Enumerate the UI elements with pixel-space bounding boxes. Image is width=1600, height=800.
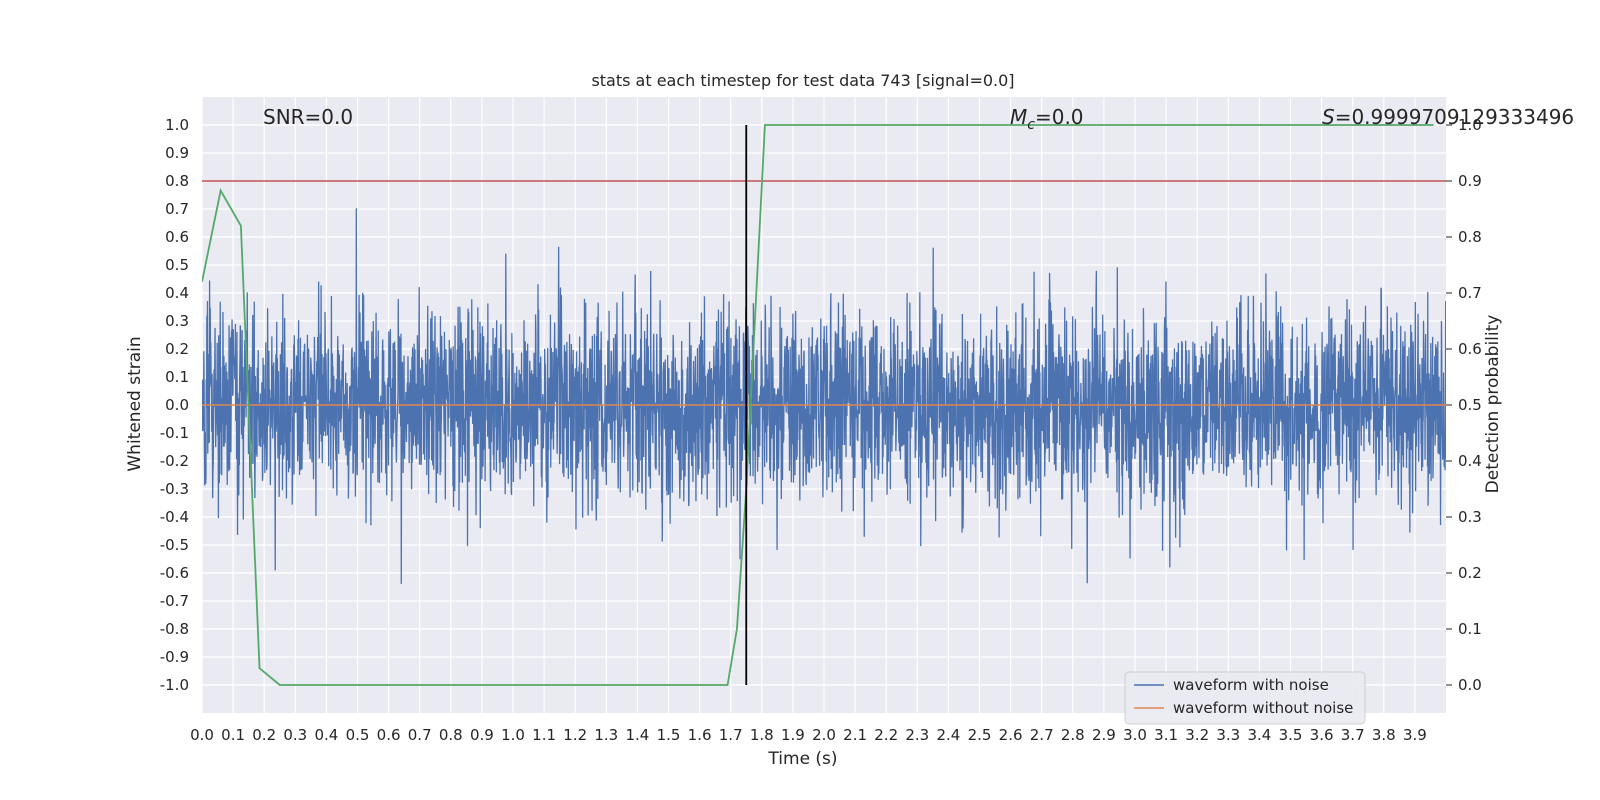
x-tick-label: 1.8 [750, 726, 774, 744]
x-tick-label: 0.0 [190, 726, 214, 744]
x-tick-label: 1.4 [625, 726, 649, 744]
y-tick-label: -0.8 [160, 620, 189, 638]
mc-annotation: Mc=0.0 [1010, 105, 1084, 133]
x-tick-label: 3.5 [1279, 726, 1303, 744]
y-tick-label: -0.4 [160, 508, 189, 526]
y2-tick-label: 0.7 [1458, 284, 1482, 302]
y-tick-label: 0.7 [165, 200, 189, 218]
x-tick-label: 3.2 [1185, 726, 1209, 744]
legend-label-waveform-without-noise: waveform without noise [1173, 699, 1353, 717]
x-tick-label: 2.2 [874, 726, 898, 744]
y2-tick-label: 0.3 [1458, 508, 1482, 526]
legend-box [1124, 671, 1366, 725]
y-tick-label: 0.8 [165, 172, 189, 190]
x-tick-label: 1.6 [688, 726, 712, 744]
x-tick-label: 1.0 [501, 726, 525, 744]
legend: waveform with noise waveform without noi… [1124, 671, 1366, 725]
x-tick-label: 2.9 [1092, 726, 1116, 744]
chart-title: stats at each timestep for test data 743… [591, 71, 1014, 90]
plot-area [202, 124, 1446, 686]
x-tick-label: 2.6 [999, 726, 1023, 744]
x-tick-label: 3.3 [1216, 726, 1240, 744]
x-tick-label: 1.1 [532, 726, 556, 744]
y2-tick-label: 0.0 [1458, 676, 1482, 694]
x-tick-label: 2.5 [968, 726, 992, 744]
series-line-waveform-with-noise [202, 208, 1446, 584]
y-tick-label: -0.7 [160, 592, 189, 610]
x-tick-label: 3.6 [1310, 726, 1334, 744]
s-value: =0.9999709129333496 [1335, 105, 1574, 129]
x-tick-label: 2.0 [812, 726, 836, 744]
x-tick-label: 1.3 [594, 726, 618, 744]
y-tick-label: 0.5 [165, 256, 189, 274]
y-tick-label: 0.9 [165, 144, 189, 162]
mc-symbol: M [1010, 105, 1027, 129]
y-tick-label: -0.2 [160, 452, 189, 470]
y-tick-label: 0.2 [165, 340, 189, 358]
x-tick-label: 1.9 [781, 726, 805, 744]
y2-tick-label: 0.6 [1458, 340, 1482, 358]
y2-axis-label: Detection probability [1483, 315, 1503, 494]
snr-annotation: SNR=0.0 [263, 105, 353, 129]
x-tick-label: 1.7 [719, 726, 743, 744]
y-tick-label: -0.3 [160, 480, 189, 498]
x-axis-ticks: 0.0 0.1 0.2 0.3 0.4 0.5 0.6 0.7 0.8 0.9 1.0 1.1 1.2 1… [190, 726, 1427, 744]
x-tick-label: 0.2 [252, 726, 276, 744]
x-tick-label: 0.8 [439, 726, 463, 744]
x-tick-label: 0.9 [470, 726, 494, 744]
y2-tick-label: 0.4 [1458, 452, 1482, 470]
x-tick-label: 2.3 [905, 726, 929, 744]
x-tick-label: 2.4 [936, 726, 960, 744]
x-tick-label: 1.5 [657, 726, 681, 744]
y2-tick-label: 0.2 [1458, 564, 1482, 582]
y-tick-label: -0.1 [160, 424, 189, 442]
x-tick-label: 3.7 [1341, 726, 1365, 744]
x-tick-label: 0.1 [221, 726, 245, 744]
s-symbol: S [1322, 105, 1335, 129]
y-tick-label: 0.4 [165, 284, 189, 302]
y-tick-label: 0.6 [165, 228, 189, 246]
x-tick-label: 3.0 [1123, 726, 1147, 744]
x-tick-label: 2.1 [843, 726, 867, 744]
y-tick-label: 0.0 [165, 396, 189, 414]
s-annotation: S=0.9999709129333496 [1322, 105, 1574, 129]
x-tick-label: 3.1 [1154, 726, 1178, 744]
x-tick-label: 2.7 [1030, 726, 1054, 744]
y2-tick-label: 0.9 [1458, 172, 1482, 190]
x-tick-label: 0.7 [408, 726, 432, 744]
mc-value: =0.0 [1035, 105, 1084, 129]
y-tick-label: -0.6 [160, 564, 189, 582]
x-tick-label: 0.3 [283, 726, 307, 744]
y2-tick-label: 1.0 [1458, 116, 1482, 134]
x-axis-label: Time (s) [767, 749, 837, 769]
x-tick-label: 1.2 [563, 726, 587, 744]
y-tick-label: -1.0 [160, 676, 189, 694]
x-tick-label: 0.6 [377, 726, 401, 744]
x-tick-label: 3.4 [1247, 726, 1271, 744]
y-tick-label: -0.9 [160, 648, 189, 666]
y-tick-label: 0.1 [165, 368, 189, 386]
y2-axis-ticks: 1.0 0.9 0.8 0.7 0.6 0.5 0.4 0.3 0.2 0.1 0.0 [1446, 116, 1482, 694]
y2-tick-label: 0.1 [1458, 620, 1482, 638]
y2-tick-label: 0.5 [1458, 396, 1482, 414]
x-tick-label: 0.4 [314, 726, 338, 744]
x-tick-label: 3.9 [1403, 726, 1427, 744]
y-tick-label: 1.0 [165, 116, 189, 134]
x-tick-label: 0.5 [346, 726, 370, 744]
mc-subscript: c [1027, 117, 1035, 133]
series-line-detection-probability [202, 124, 1434, 686]
y-axis-label: Whitened strain [125, 336, 145, 471]
y-tick-label: -0.5 [160, 536, 189, 554]
y-tick-label: 0.3 [165, 312, 189, 330]
legend-label-waveform-with-noise: waveform with noise [1173, 676, 1329, 694]
x-tick-label: 2.8 [1061, 726, 1085, 744]
x-tick-label: 3.8 [1372, 726, 1396, 744]
y-axis-ticks: 1.0 0.9 0.8 0.7 0.6 0.5 0.4 0.3 0.2 0.1 0.0 -0.1 -0.… [160, 116, 189, 694]
y2-tick-label: 0.8 [1458, 228, 1482, 246]
